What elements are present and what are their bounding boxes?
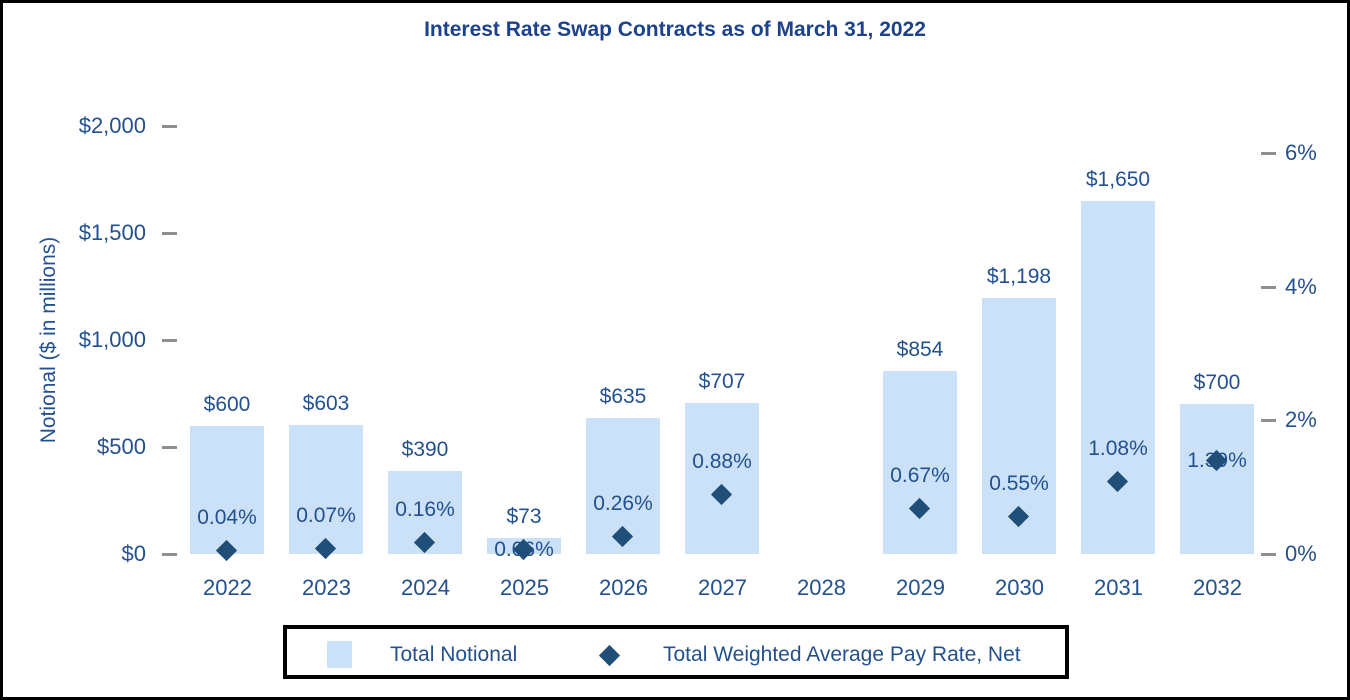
bar-label-2031: $1,650	[1085, 167, 1151, 191]
legend: Total Notional Total Weighted Average Pa…	[283, 625, 1069, 679]
legend-label-total-notional: Total Notional	[390, 643, 518, 666]
right-axis-tick-mark	[1261, 419, 1276, 423]
x-tick-2025: 2025	[500, 575, 549, 600]
right-axis-tick-label: 2%	[1285, 407, 1317, 433]
right-axis-tick-label: 6%	[1285, 140, 1317, 165]
left-axis-tick-label: $0	[121, 541, 146, 566]
bar-label-2023: $603	[302, 391, 350, 415]
left-axis-tick-mark	[162, 446, 177, 449]
bar-label-2025: $73	[506, 505, 542, 529]
rate-label-2026: 0.26%	[593, 491, 653, 515]
left-axis-tick-label: $2,000	[78, 113, 146, 138]
right-axis-tick-mark	[1261, 152, 1276, 155]
bar-label-2029: $854	[896, 338, 944, 362]
bar-2032	[1180, 404, 1254, 554]
rate-label-2024: 0.16%	[395, 498, 455, 522]
plot-area: $0 $500 $1,000 $1,500 $2,000 0% 2% 4% 6% 2022 $600…	[3, 3, 1347, 697]
left-axis-tick-mark	[162, 232, 177, 235]
x-tick-2026: 2026	[599, 575, 648, 600]
left-axis-tick-label: $1,000	[78, 327, 146, 352]
bar-2023	[289, 424, 363, 554]
legend-bar-swatch-icon	[327, 641, 352, 668]
x-tick-2027: 2027	[698, 575, 747, 600]
rate-label-2031: 1.08%	[1088, 436, 1148, 460]
bar-label-2027: $707	[698, 369, 746, 393]
legend-label-pay-rate: Total Weighted Average Pay Rate, Net	[663, 643, 1021, 666]
x-tick-2023: 2023	[302, 575, 351, 600]
right-axis-tick-label: 4%	[1285, 273, 1317, 299]
left-axis-tick-label: $1,500	[78, 220, 146, 245]
left-axis-tick-mark	[162, 339, 177, 342]
left-axis-tick-label: $500	[97, 434, 146, 459]
x-tick-2030: 2030	[995, 575, 1044, 600]
x-tick-2032: 2032	[1193, 575, 1242, 600]
bar-2022	[190, 425, 264, 554]
right-axis-tick-mark	[1261, 553, 1276, 556]
rate-label-2030: 0.55%	[989, 472, 1049, 496]
rate-label-2029: 0.67%	[890, 464, 950, 488]
bar-label-2032: $700	[1193, 371, 1241, 395]
rate-label-2022: 0.04%	[197, 506, 257, 530]
x-tick-2024: 2024	[401, 575, 450, 600]
x-tick-2031: 2031	[1094, 575, 1143, 600]
chart-title: Interest Rate Swap Contracts as of March…	[424, 18, 926, 41]
bar-2029	[883, 371, 957, 554]
bar-2027	[685, 402, 759, 554]
left-axis-tick-mark	[162, 125, 177, 128]
bar-2031	[1081, 200, 1155, 554]
legend-diamond-icon	[598, 644, 621, 667]
x-tick-2022: 2022	[203, 575, 252, 600]
bar-label-2026: $635	[599, 385, 647, 409]
left-axis-tick-mark	[162, 553, 177, 556]
x-tick-2028: 2028	[797, 575, 846, 600]
x-tick-2029: 2029	[896, 575, 945, 600]
right-axis-tick-label: 0%	[1285, 541, 1317, 566]
right-axis-tick-mark	[1261, 285, 1276, 289]
rate-label-2023: 0.07%	[296, 504, 356, 528]
rate-label-2027: 0.88%	[692, 450, 752, 474]
bar-label-2030: $1,198	[986, 264, 1052, 288]
bar-label-2024: $390	[401, 437, 449, 461]
bar-label-2022: $600	[203, 392, 251, 416]
